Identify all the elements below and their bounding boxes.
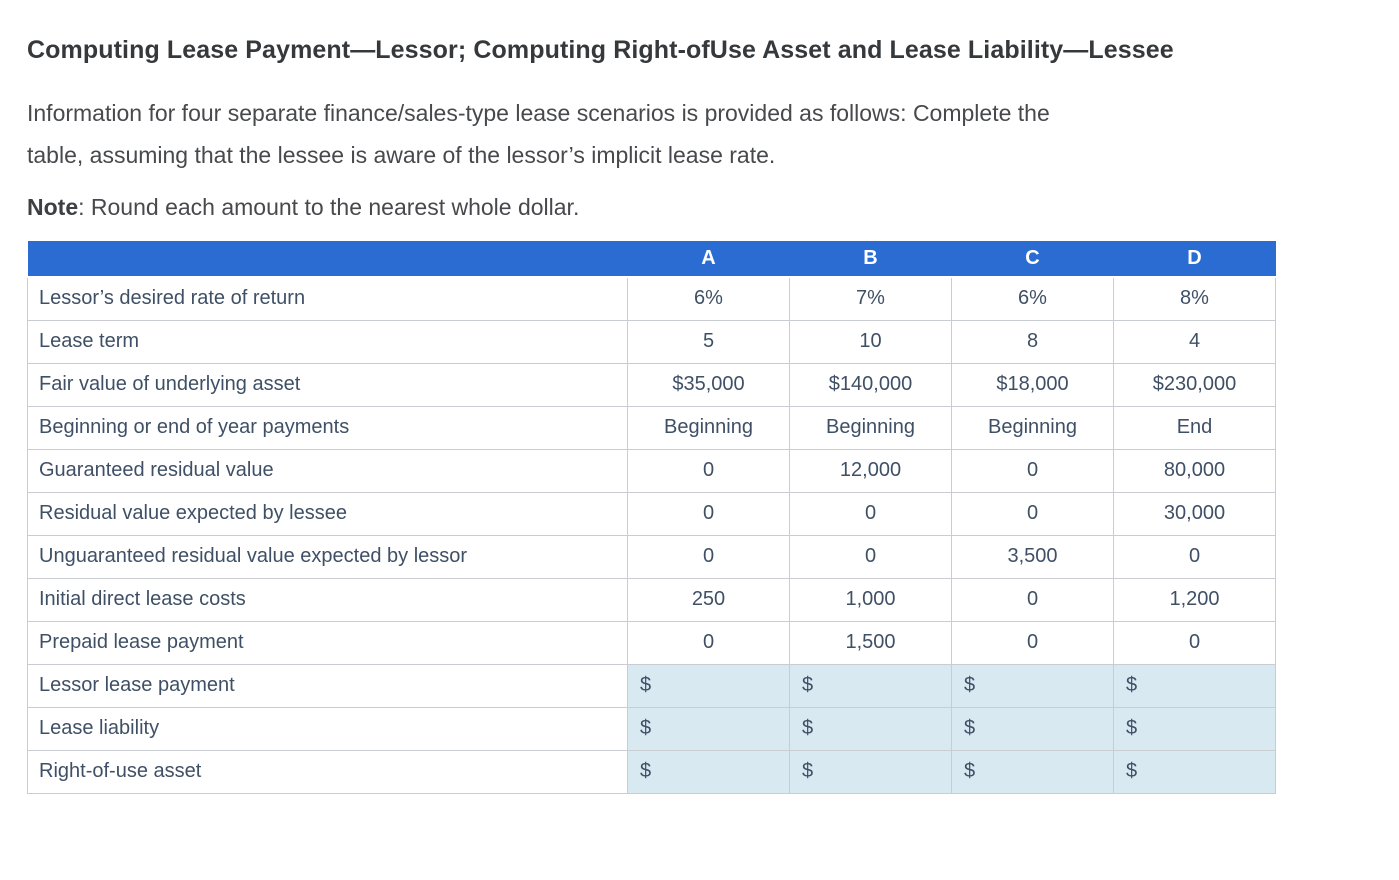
answer-input-cell[interactable]: $ <box>951 706 1114 751</box>
value-cell: 7% <box>789 276 952 321</box>
row-label: Right-of-use asset <box>27 749 628 794</box>
answer-input-cell[interactable]: $ <box>951 749 1114 794</box>
value-cell: 1,200 <box>1113 577 1276 622</box>
table-row: Lease term 5 10 8 4 <box>27 319 1276 364</box>
value-cell: $18,000 <box>951 362 1114 407</box>
answer-input-cell[interactable]: $ <box>1113 749 1276 794</box>
value-cell: 0 <box>951 620 1114 665</box>
value-cell: 0 <box>627 491 790 536</box>
value-cell: 8 <box>951 319 1114 364</box>
column-header-b: B <box>789 241 952 278</box>
value-cell: 1,000 <box>789 577 952 622</box>
row-label: Lessor lease payment <box>27 663 628 708</box>
table-row: Fair value of underlying asset $35,000 $14… <box>27 362 1276 407</box>
answer-input-cell[interactable]: $ <box>951 663 1114 708</box>
value-cell: 0 <box>627 620 790 665</box>
value-cell: 0 <box>1113 620 1276 665</box>
value-cell: Beginning <box>627 405 790 450</box>
lease-scenarios-table: A B C D Lessor’s desired rate of return 6… <box>27 241 1276 794</box>
table-body: Lessor’s desired rate of return 6% 7% 6% 8% L… <box>27 276 1276 794</box>
value-cell: 4 <box>1113 319 1276 364</box>
table-row: Lessor lease payment $ $ $ $ <box>27 663 1276 708</box>
intro-line-1: Information for four separate finance/sa… <box>27 100 1050 126</box>
note-text: : Round each amount to the nearest whole… <box>78 194 580 220</box>
value-cell: $230,000 <box>1113 362 1276 407</box>
value-cell: 0 <box>789 491 952 536</box>
problem-page: Computing Lease Payment—Lessor; Computin… <box>27 36 1373 794</box>
row-label: Guaranteed residual value <box>27 448 628 493</box>
value-cell: 0 <box>627 448 790 493</box>
column-header-c: C <box>951 241 1114 278</box>
value-cell: 0 <box>1113 534 1276 579</box>
table-row: Lessor’s desired rate of return 6% 7% 6% 8% <box>27 276 1276 321</box>
answer-input-cell[interactable]: $ <box>1113 706 1276 751</box>
value-cell: 10 <box>789 319 952 364</box>
table-row: Residual value expected by lessee 0 0 0 30,0… <box>27 491 1276 536</box>
value-cell: 0 <box>951 448 1114 493</box>
value-cell: $35,000 <box>627 362 790 407</box>
column-header-blank <box>27 241 628 278</box>
value-cell: 3,500 <box>951 534 1114 579</box>
value-cell: 0 <box>951 577 1114 622</box>
value-cell: 1,500 <box>789 620 952 665</box>
value-cell: 12,000 <box>789 448 952 493</box>
value-cell: 0 <box>627 534 790 579</box>
answer-input-cell[interactable]: $ <box>789 749 952 794</box>
row-label: Unguaranteed residual value expected by … <box>27 534 628 579</box>
table-row: Lease liability $ $ $ $ <box>27 706 1276 751</box>
table-row: Initial direct lease costs 250 1,000 0 1,200 <box>27 577 1276 622</box>
value-cell: 80,000 <box>1113 448 1276 493</box>
answer-input-cell[interactable]: $ <box>789 706 952 751</box>
row-label: Initial direct lease costs <box>27 577 628 622</box>
column-header-d: D <box>1113 241 1276 278</box>
row-label: Fair value of underlying asset <box>27 362 628 407</box>
row-label: Lease liability <box>27 706 628 751</box>
answer-input-cell[interactable]: $ <box>627 749 790 794</box>
answer-input-cell[interactable]: $ <box>627 706 790 751</box>
value-cell: 0 <box>789 534 952 579</box>
page-title: Computing Lease Payment—Lessor; Computin… <box>27 36 1174 64</box>
intro-paragraph: Information for four separate finance/sa… <box>27 92 1373 176</box>
table-row: Unguaranteed residual value expected by … <box>27 534 1276 579</box>
value-cell: 30,000 <box>1113 491 1276 536</box>
answer-input-cell[interactable]: $ <box>789 663 952 708</box>
note-label: Note <box>27 194 79 220</box>
table-row: Guaranteed residual value 0 12,000 0 80,000 <box>27 448 1276 493</box>
value-cell: 6% <box>627 276 790 321</box>
row-label: Residual value expected by lessee <box>27 491 628 536</box>
table-row: Prepaid lease payment 0 1,500 0 0 <box>27 620 1276 665</box>
value-cell: 250 <box>627 577 790 622</box>
value-cell: $140,000 <box>789 362 952 407</box>
table-row: Right-of-use asset $ $ $ $ <box>27 749 1276 794</box>
value-cell: 5 <box>627 319 790 364</box>
intro-line-2: table, assuming that the lessee is aware… <box>27 142 776 168</box>
value-cell: Beginning <box>789 405 952 450</box>
note-paragraph: Note: Round each amount to the nearest w… <box>27 186 1373 228</box>
row-label: Prepaid lease payment <box>27 620 628 665</box>
value-cell: 6% <box>951 276 1114 321</box>
value-cell: End <box>1113 405 1276 450</box>
value-cell: 0 <box>951 491 1114 536</box>
value-cell: 8% <box>1113 276 1276 321</box>
value-cell: Beginning <box>951 405 1114 450</box>
table-row: Beginning or end of year payments Beginni… <box>27 405 1276 450</box>
table-header-row: A B C D <box>27 241 1276 278</box>
row-label: Beginning or end of year payments <box>27 405 628 450</box>
answer-input-cell[interactable]: $ <box>627 663 790 708</box>
answer-input-cell[interactable]: $ <box>1113 663 1276 708</box>
row-label: Lessor’s desired rate of return <box>27 276 628 321</box>
row-label: Lease term <box>27 319 628 364</box>
column-header-a: A <box>627 241 790 278</box>
